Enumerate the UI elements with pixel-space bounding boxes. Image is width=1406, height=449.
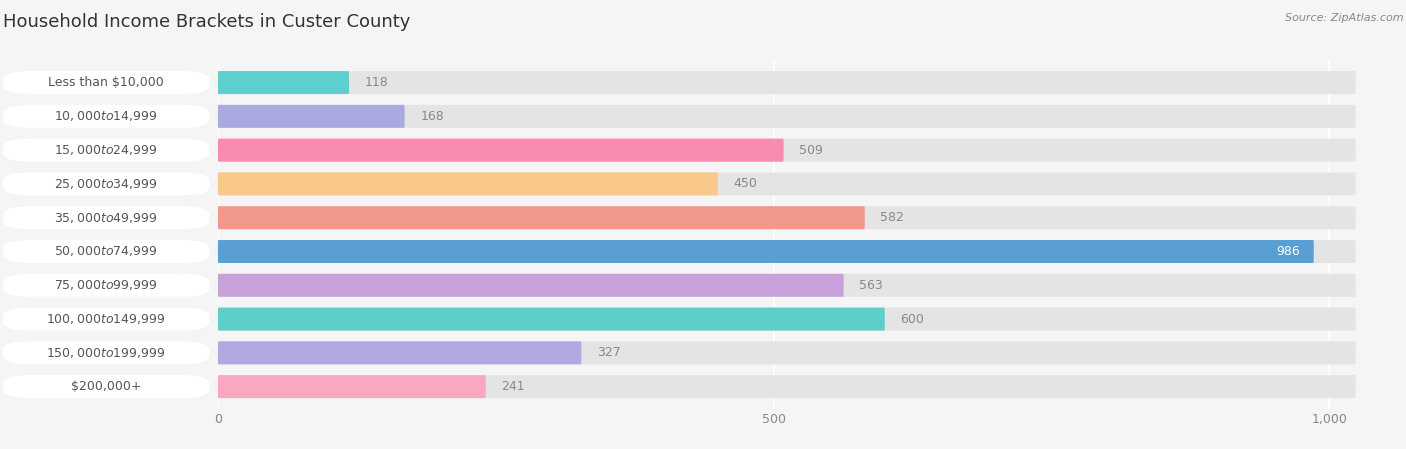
FancyBboxPatch shape (218, 206, 865, 229)
FancyBboxPatch shape (218, 308, 1355, 330)
Text: $25,000 to $34,999: $25,000 to $34,999 (55, 177, 157, 191)
Text: 450: 450 (734, 177, 758, 190)
Text: Less than $10,000: Less than $10,000 (48, 76, 165, 89)
Text: $75,000 to $99,999: $75,000 to $99,999 (55, 278, 157, 292)
FancyBboxPatch shape (218, 308, 884, 330)
Text: 509: 509 (799, 144, 823, 157)
Text: $10,000 to $14,999: $10,000 to $14,999 (55, 110, 157, 123)
FancyBboxPatch shape (218, 139, 1355, 162)
FancyBboxPatch shape (218, 341, 581, 364)
Text: $100,000 to $149,999: $100,000 to $149,999 (46, 312, 166, 326)
Text: 600: 600 (900, 313, 924, 326)
Text: 327: 327 (598, 346, 620, 359)
Text: $200,000+: $200,000+ (70, 380, 142, 393)
FancyBboxPatch shape (218, 375, 1355, 398)
Text: 582: 582 (880, 211, 904, 224)
FancyBboxPatch shape (218, 71, 349, 94)
Text: 168: 168 (420, 110, 444, 123)
Text: $50,000 to $74,999: $50,000 to $74,999 (55, 245, 157, 259)
FancyBboxPatch shape (218, 240, 1355, 263)
Text: Household Income Brackets in Custer County: Household Income Brackets in Custer Coun… (3, 13, 411, 31)
FancyBboxPatch shape (218, 105, 405, 128)
Text: $35,000 to $49,999: $35,000 to $49,999 (55, 211, 157, 224)
FancyBboxPatch shape (218, 240, 1313, 263)
Text: 986: 986 (1277, 245, 1301, 258)
Text: 563: 563 (859, 279, 883, 292)
Text: 118: 118 (364, 76, 388, 89)
FancyBboxPatch shape (218, 274, 1355, 297)
FancyBboxPatch shape (218, 105, 1355, 128)
Text: 241: 241 (502, 380, 524, 393)
FancyBboxPatch shape (218, 206, 1355, 229)
FancyBboxPatch shape (218, 341, 1355, 364)
FancyBboxPatch shape (218, 172, 1355, 195)
FancyBboxPatch shape (218, 172, 718, 195)
FancyBboxPatch shape (218, 139, 783, 162)
Text: $15,000 to $24,999: $15,000 to $24,999 (55, 143, 157, 157)
FancyBboxPatch shape (218, 375, 486, 398)
Text: $150,000 to $199,999: $150,000 to $199,999 (46, 346, 166, 360)
FancyBboxPatch shape (218, 71, 1355, 94)
FancyBboxPatch shape (218, 274, 844, 297)
Text: Source: ZipAtlas.com: Source: ZipAtlas.com (1285, 13, 1403, 23)
